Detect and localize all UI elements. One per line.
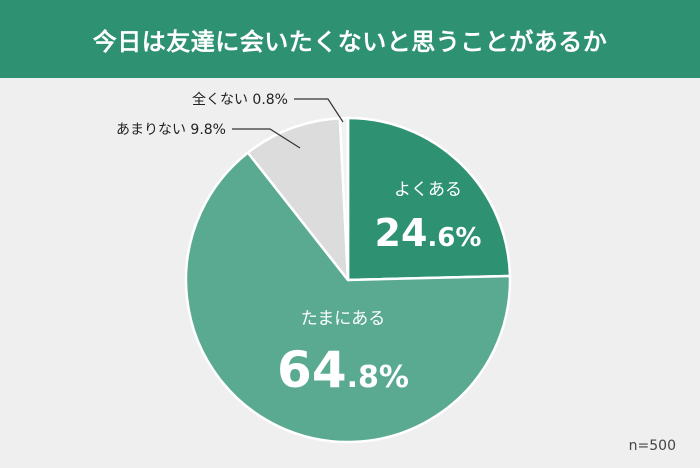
title-bar: 今日は友達に会いたくないと思うことがあるか <box>0 0 700 78</box>
slice-label-2: あまりない 9.8% <box>116 122 226 138</box>
slice-label-1: たまにある <box>301 309 386 329</box>
pie-slice-1 <box>184 151 512 444</box>
chart-title: 今日は友達に会いたくないと思うことがあるか <box>92 27 608 56</box>
leader-line-2 <box>232 128 301 149</box>
sample-size-note: n=500 <box>628 438 676 454</box>
slice-value-0: 24.6% <box>375 211 482 255</box>
slice-label-0: よくある <box>394 180 462 200</box>
pie-slice-2 <box>246 116 350 282</box>
slice-label-3: 全くない 0.8% <box>192 91 288 108</box>
slice-value-1: 64.8% <box>277 341 409 399</box>
pie-slice-0 <box>346 116 512 282</box>
leader-line-3 <box>294 98 344 123</box>
